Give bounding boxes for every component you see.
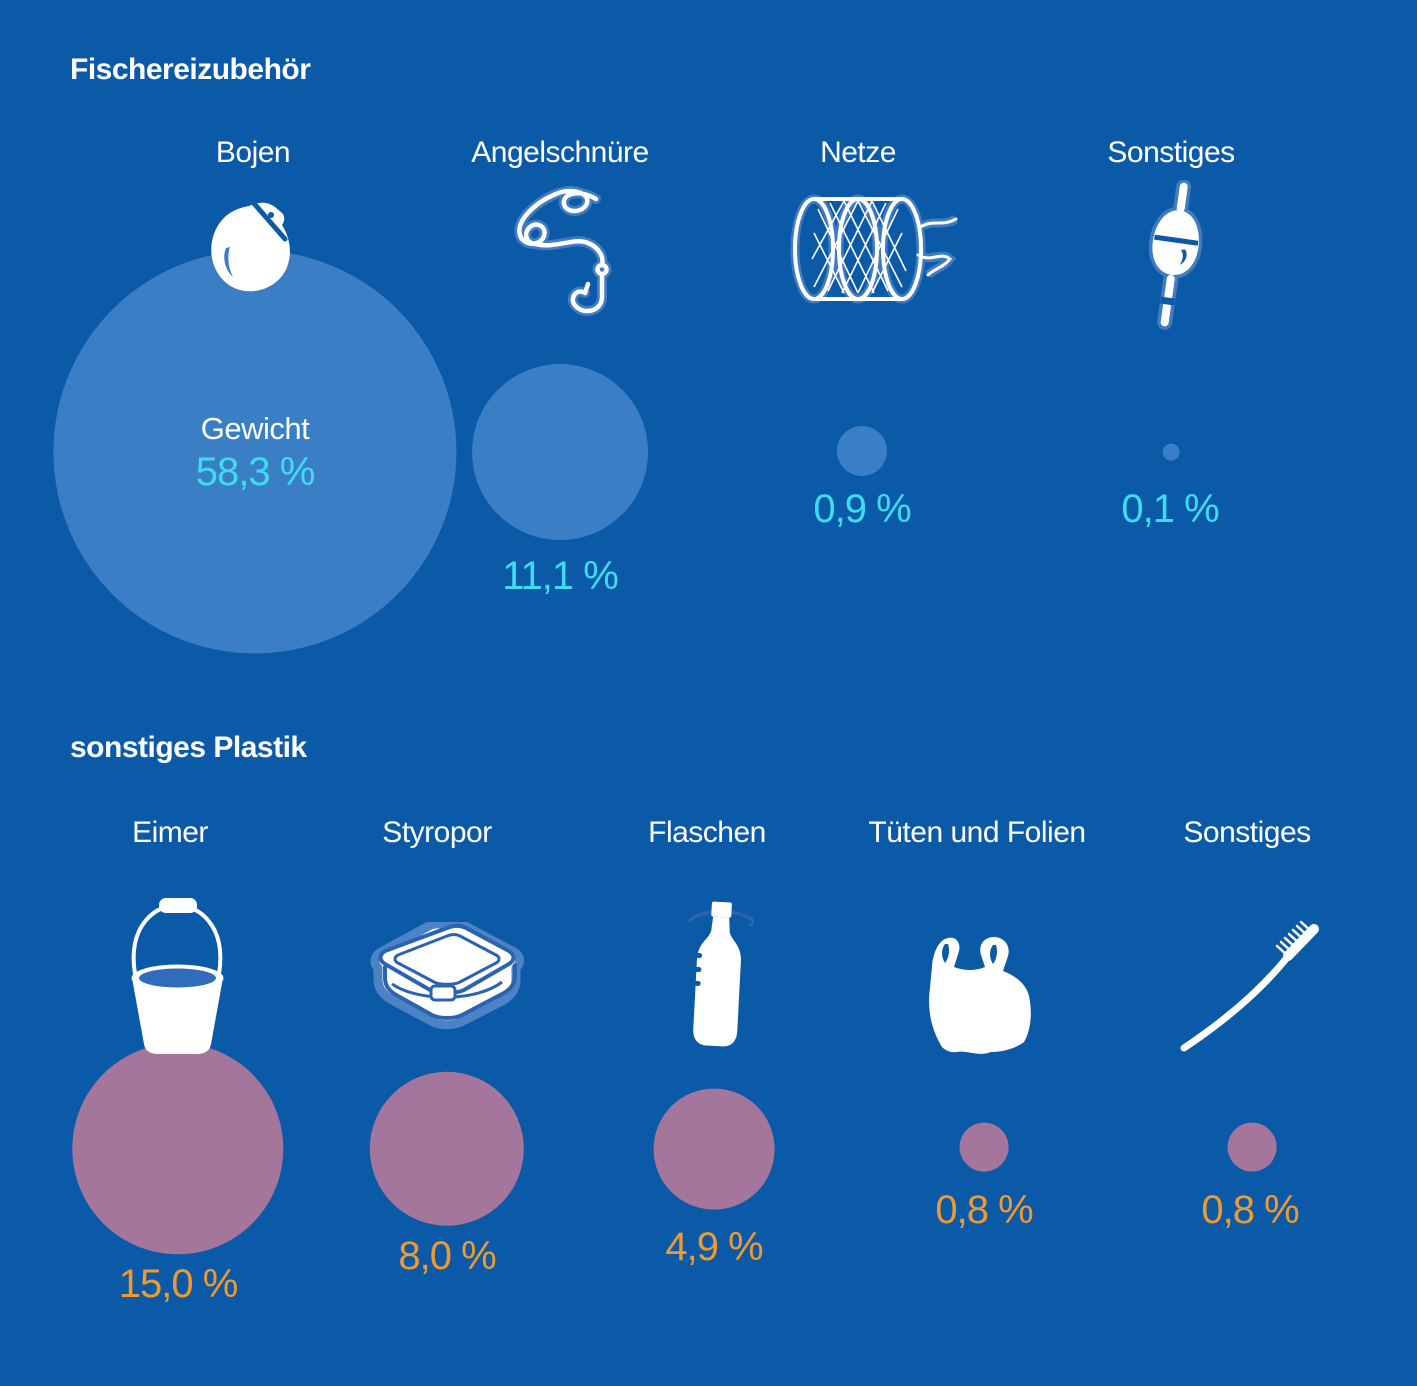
category-label-angelschnuere: Angelschnüre: [471, 136, 649, 169]
bubble-netze: [836, 425, 888, 477]
value-bojen: 58,3 %: [195, 450, 316, 494]
value-styropor: 8,0 %: [398, 1234, 496, 1278]
bubble-styropor: [369, 1071, 525, 1227]
bubble-angelschnuere: [472, 364, 648, 540]
value-netze: 0,9 %: [813, 487, 911, 531]
category-label-bojen: Bojen: [215, 136, 291, 169]
category-label-sonstiges-fischerei: Sonstiges: [1107, 136, 1235, 169]
category-label-styropor: Styropor: [382, 816, 492, 849]
net-icon: [790, 194, 959, 304]
bubble-bojen: [53, 250, 457, 654]
bubble-eimer: [72, 1043, 284, 1255]
value-flaschen: 4,9 %: [665, 1225, 763, 1269]
value-eimer: 15,0 %: [118, 1262, 239, 1306]
category-label-tueten-und-folien: Tüten und Folien: [868, 816, 1086, 849]
value-sonstiges-fischerei: 0,1 %: [1121, 487, 1219, 531]
category-label-netze: Netze: [820, 136, 896, 169]
weight-center-label: Gewicht: [200, 411, 310, 446]
value-sonstiges-plastik: 0,8 %: [1201, 1188, 1299, 1232]
category-label-sonstiges-plastik: Sonstiges: [1183, 816, 1311, 849]
bottle-icon: [688, 901, 754, 1047]
bubble-tueten-und-folien: [959, 1122, 1009, 1172]
section-title-other-plastic: sonstiges Plastik: [70, 731, 307, 764]
category-label-eimer: Eimer: [132, 816, 208, 849]
value-tueten-und-folien: 0,8 %: [935, 1188, 1033, 1232]
section-title-fishing-gear: Fischereizubehör: [70, 53, 311, 86]
styrofoam-box-icon: [370, 922, 524, 1030]
plastic-bag-icon: [929, 937, 1031, 1054]
category-label-flaschen: Flaschen: [648, 816, 766, 849]
bucket-icon: [131, 898, 224, 1054]
value-angelschnuere: 11,1 %: [502, 554, 619, 598]
bubble-sonstiges-plastik: [1227, 1122, 1277, 1172]
bubble-flaschen: [653, 1088, 775, 1210]
bubble-sonstiges-fischerei: [1162, 443, 1180, 461]
buoy-icon: [211, 198, 290, 292]
toothbrush-icon: [1180, 920, 1319, 1052]
fishing-line-icon: [514, 186, 612, 316]
fishing-float-icon: [1148, 180, 1203, 330]
